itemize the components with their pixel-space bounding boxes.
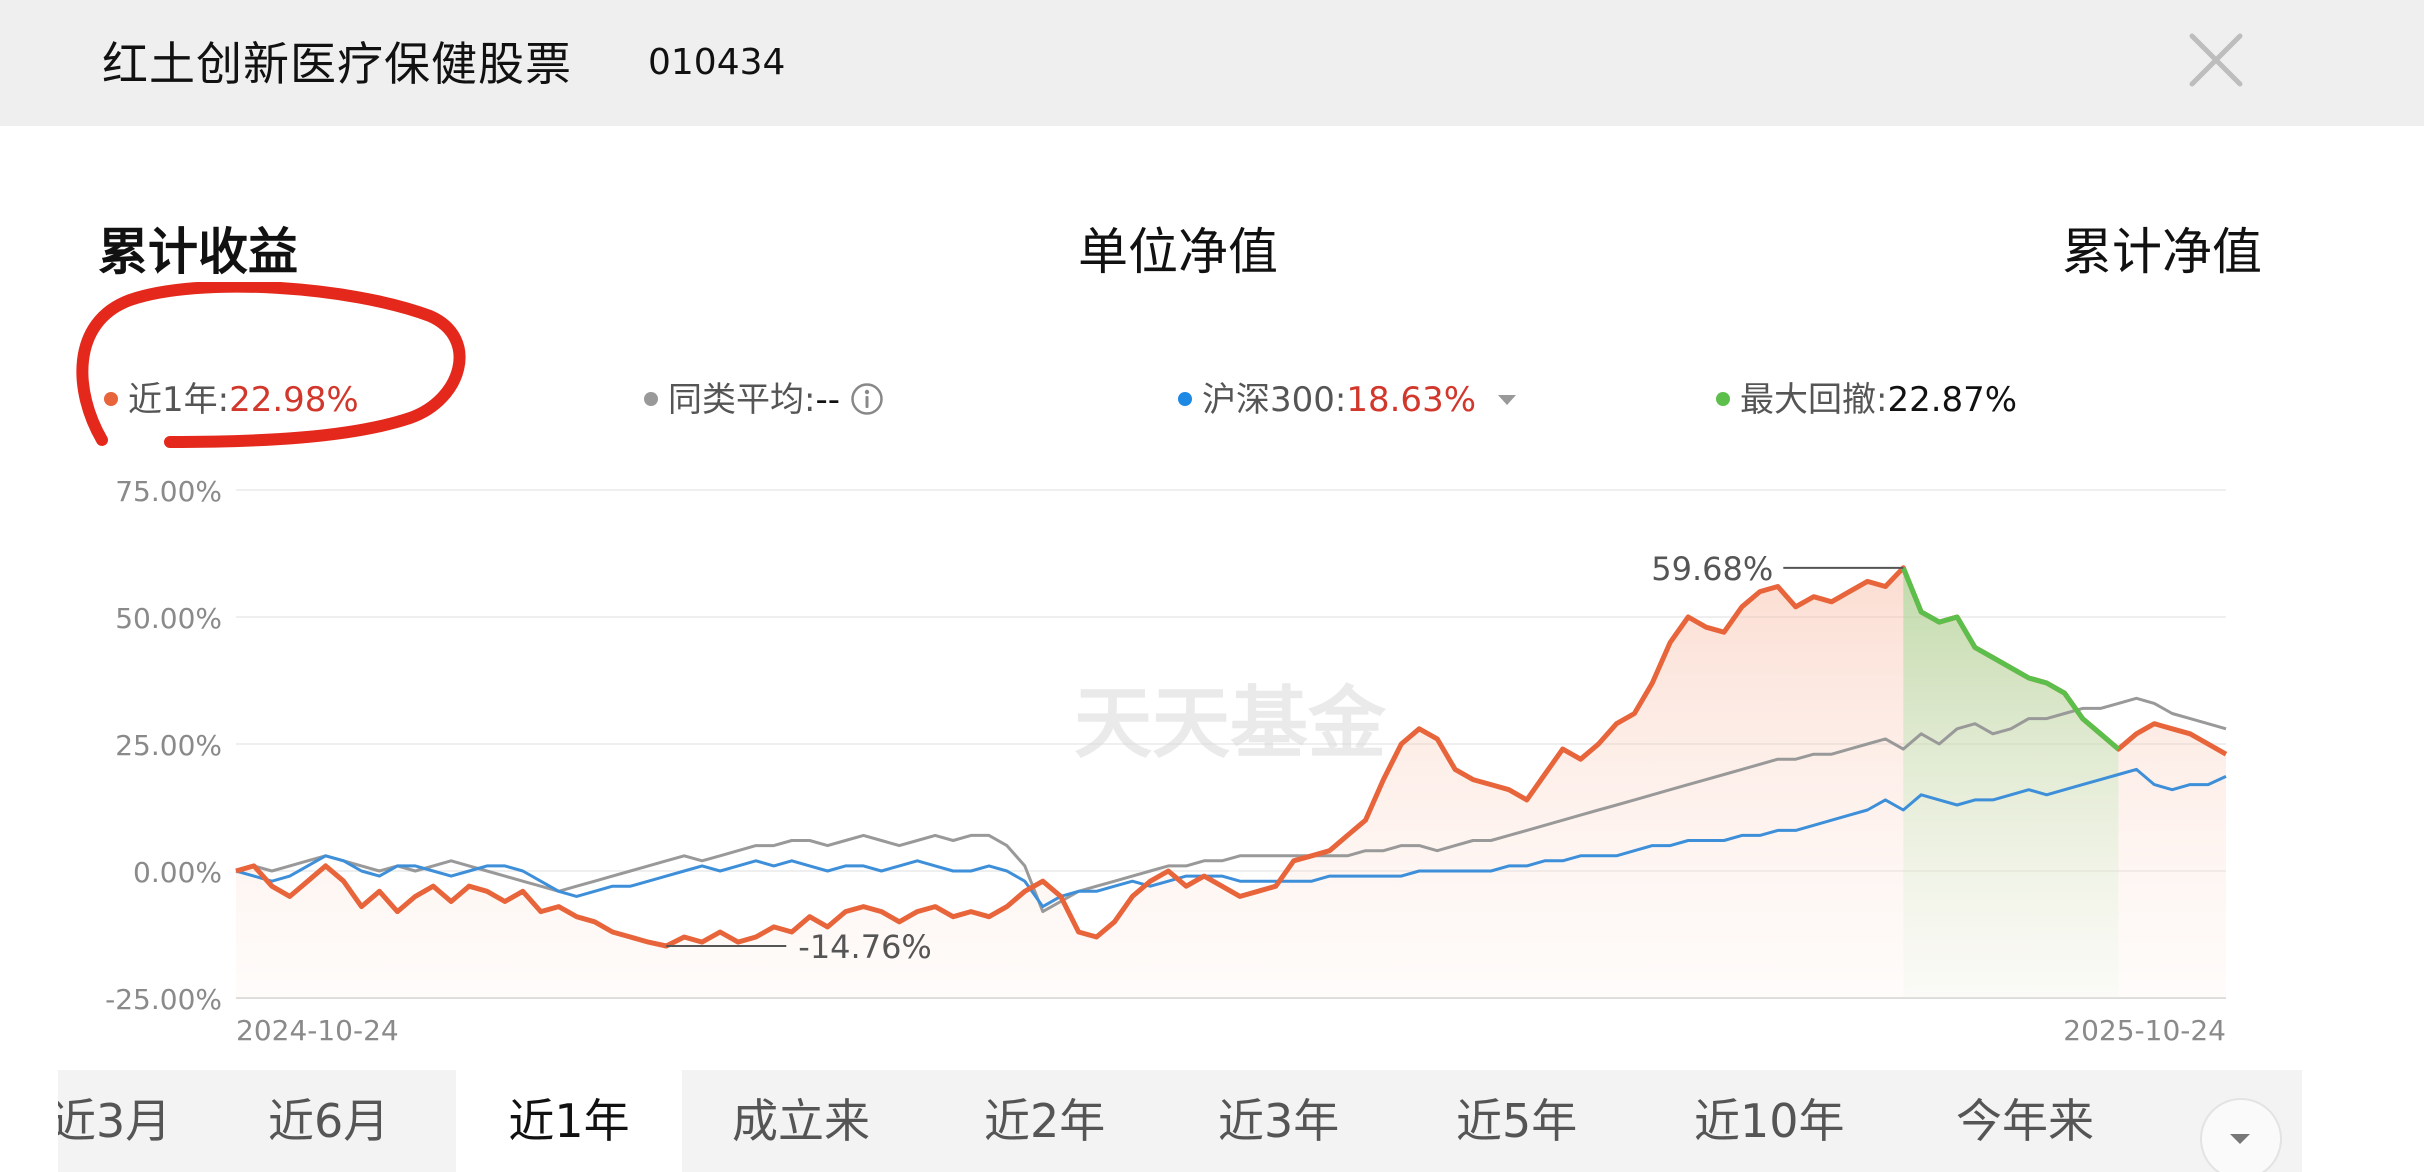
period-tab[interactable]: 近5年 bbox=[1456, 1094, 1578, 1148]
drawdown-area bbox=[1903, 567, 2119, 998]
legend-fund-value: 22.98% bbox=[229, 380, 359, 420]
series-category-average bbox=[235, 696, 2227, 914]
min-annotation-label: -14.76% bbox=[798, 928, 932, 966]
period-more-button[interactable] bbox=[2200, 1098, 2282, 1172]
period-tab[interactable]: 近3月 bbox=[58, 1094, 172, 1148]
y-tick-label: -25.00% bbox=[105, 983, 222, 1016]
tab-unit-nav[interactable]: 单位净值 bbox=[1078, 223, 1278, 281]
y-tick-label: 25.00% bbox=[115, 729, 222, 762]
y-tick-label: 0.00% bbox=[133, 856, 222, 889]
legend-avg-label: 同类平均: bbox=[668, 380, 816, 420]
y-tick-label: 50.00% bbox=[115, 602, 222, 635]
series-max-drawdown bbox=[1900, 566, 2121, 752]
period-tab[interactable]: 成立来 bbox=[732, 1094, 870, 1148]
legend-dot-icon bbox=[104, 391, 118, 406]
period-selector: 近3月 近6月 近1年 成立来 近2年 近3年 近5年 近10年 今年来 bbox=[58, 1070, 2302, 1172]
y-tick-label: 75.00% bbox=[115, 475, 222, 508]
tab-cumulative-nav[interactable]: 累计净值 bbox=[2062, 223, 2262, 281]
legend-dot-icon bbox=[1178, 391, 1192, 406]
chevron-down-icon bbox=[2230, 1134, 2250, 1144]
max-annotation-label: 59.68% bbox=[1651, 550, 1773, 588]
fund-area bbox=[236, 567, 2226, 998]
series-hs300 bbox=[235, 767, 2227, 909]
period-tab[interactable]: 近1年 bbox=[456, 1070, 682, 1172]
legend-dot-icon bbox=[644, 391, 658, 406]
legend-hs300[interactable]: 沪深300:18.63% bbox=[1178, 372, 1518, 421]
legend-max-drawdown: 最大回撤:22.87% bbox=[1716, 372, 2017, 421]
legend-maxdd-value: 22.87% bbox=[1887, 380, 2018, 420]
legend-maxdd-label: 最大回撤: bbox=[1740, 380, 1888, 420]
dropdown-caret-icon[interactable] bbox=[1496, 393, 1518, 407]
legend-avg-value: -- bbox=[815, 380, 841, 420]
legend-hs300-value: 18.63% bbox=[1346, 380, 1477, 420]
period-tab[interactable]: 今年来 bbox=[1956, 1094, 2094, 1148]
x-tick-label: 2025-10-24 bbox=[2063, 1014, 2226, 1047]
period-tab[interactable]: 近6月 bbox=[268, 1094, 390, 1148]
fund-name: 红土创新医疗保健股票 bbox=[102, 37, 572, 91]
legend-category-average: 同类平均:-- bbox=[644, 372, 884, 421]
info-icon[interactable] bbox=[850, 382, 884, 416]
legend-fund-return: 近1年:22.98% bbox=[104, 372, 359, 421]
return-chart[interactable]: 天天基金 59.68% -14.76% 75.00% 50.00% 25.00% 0.0… bbox=[0, 440, 2424, 1060]
series-fund-return bbox=[235, 565, 2228, 949]
legend-fund-label: 近1年: bbox=[128, 380, 230, 420]
close-icon[interactable] bbox=[2186, 30, 2246, 90]
x-tick-label: 2024-10-24 bbox=[236, 1014, 399, 1047]
legend-hs300-label: 沪深300: bbox=[1202, 380, 1347, 420]
period-tab[interactable]: 近2年 bbox=[984, 1094, 1106, 1148]
watermark-text: 天天基金 bbox=[1074, 678, 1387, 769]
legend-dot-icon bbox=[1716, 391, 1730, 406]
tab-cumulative-return[interactable]: 累计收益 bbox=[98, 223, 298, 281]
fund-code: 010434 bbox=[648, 42, 786, 83]
header-bar: 红土创新医疗保健股票 010434 bbox=[0, 0, 2424, 126]
period-tab[interactable]: 近10年 bbox=[1694, 1094, 1845, 1148]
period-tab[interactable]: 近3年 bbox=[1218, 1094, 1340, 1148]
